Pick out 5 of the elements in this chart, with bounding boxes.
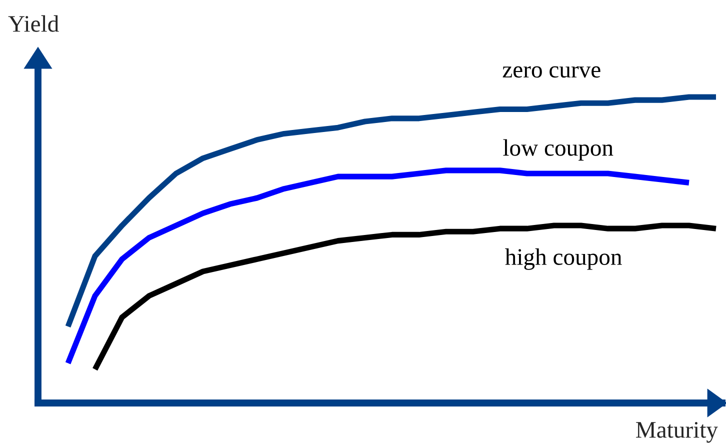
x-axis-title: Maturity: [636, 422, 718, 443]
y-axis-title: Yield: [8, 15, 59, 32]
series-label: zero curve: [502, 66, 600, 78]
series-label: low coupon: [503, 139, 614, 161]
series-label: high coupon: [505, 248, 622, 270]
